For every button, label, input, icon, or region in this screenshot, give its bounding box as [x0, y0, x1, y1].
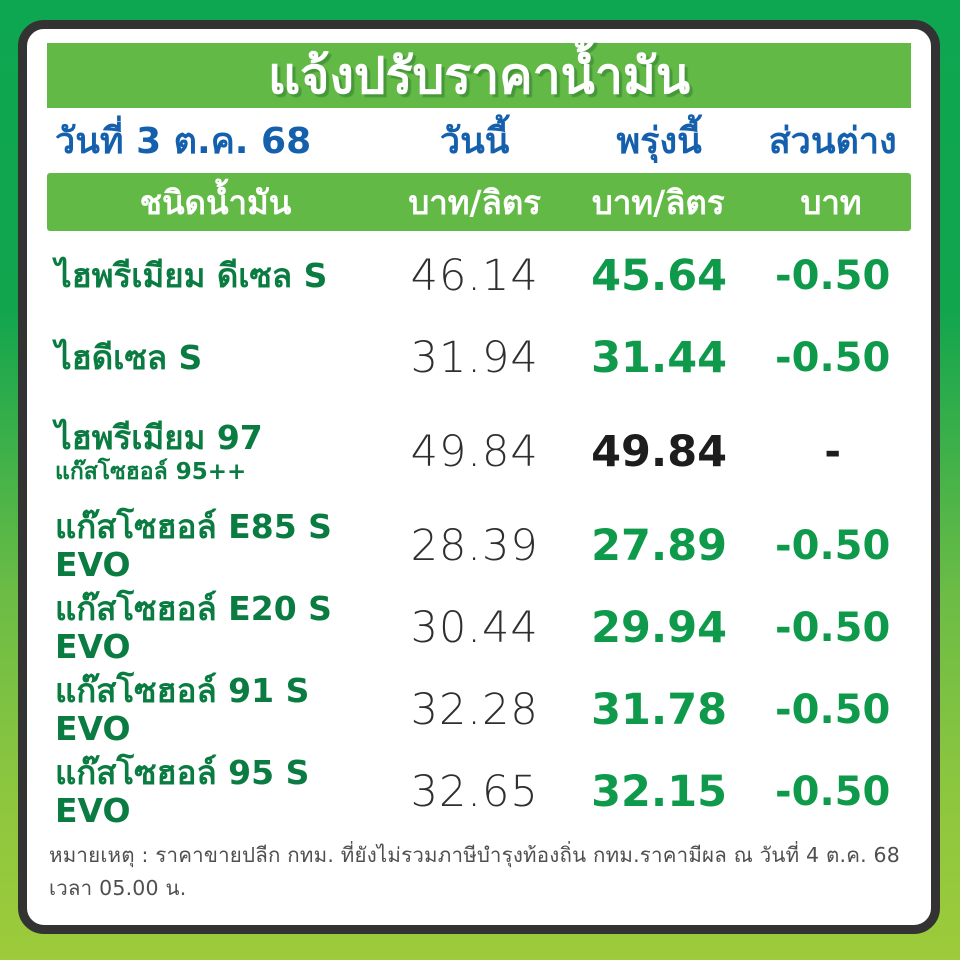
today-price: 32.65	[410, 767, 539, 817]
page-title: แจ้งปรับราคาน้ำมัน	[267, 46, 691, 105]
today-price: 49.84	[410, 427, 539, 477]
table-row: แก๊สโซฮอล์ 95 S EVO 32.65 32.15 -0.50	[45, 751, 913, 833]
tomorrow-price: 31.44	[591, 333, 728, 383]
price-difference: -0.50	[775, 769, 891, 815]
tomorrow-price: 32.15	[591, 767, 728, 817]
price-difference: -0.50	[775, 523, 891, 569]
tomorrow-price: 27.89	[591, 521, 728, 571]
diff-unit-header: บาท	[800, 182, 862, 222]
price-difference: -0.50	[775, 253, 891, 299]
today-price: 28.39	[410, 521, 539, 571]
tomorrow-unit-header: บาท/ลิตร	[591, 182, 725, 222]
table-row: ไฮพรีเมียม 97 แก๊สโซฮอล์ 95++ 49.84 49.8…	[45, 399, 913, 505]
price-difference: -	[824, 429, 841, 475]
fuel-name-sub: แก๊สโซฮอล์ 95++	[55, 458, 247, 485]
table-row: แก๊สโซฮอล์ E20 S EVO 30.44 29.94 -0.50	[45, 587, 913, 669]
fuel-name: แก๊สโซฮอล์ 91 S EVO	[55, 671, 310, 748]
difference-column-header: ส่วนต่าง	[768, 121, 897, 163]
tomorrow-price: 29.94	[591, 603, 728, 653]
table-row: แก๊สโซฮอล์ E85 S EVO 28.39 27.89 -0.50	[45, 505, 913, 587]
price-difference: -0.50	[775, 335, 891, 381]
fuel-type-header: ชนิดน้ำมัน	[139, 182, 292, 222]
fuel-name: แก๊สโซฮอล์ 95 S EVO	[55, 753, 310, 830]
today-column-header: วันนี้	[439, 121, 510, 163]
price-difference: -0.50	[775, 687, 891, 733]
price-announcement-card: แจ้งปรับราคาน้ำมัน วันที่ 3 ต.ค. 68 วันน…	[18, 20, 940, 934]
fuel-name: ไฮพรีเมียม ดีเซล S	[55, 256, 328, 296]
date-label: วันที่ 3 ต.ค. 68	[55, 121, 312, 163]
today-price: 32.28	[410, 685, 539, 735]
title-banner: แจ้งปรับราคาน้ำมัน	[47, 43, 911, 109]
fuel-name-main: ไฮพรีเมียม 97	[55, 417, 263, 457]
fuel-name: ไฮพรีเมียม 97 แก๊สโซฮอล์ 95++	[45, 417, 384, 485]
today-price: 31.94	[410, 333, 539, 383]
table-row: ไฮดีเซล S 31.94 31.44 -0.50	[45, 317, 913, 399]
table-row: ไฮพรีเมียม ดีเซล S 46.14 45.64 -0.50	[45, 235, 913, 317]
footnote: หมายเหตุ : ราคาขายปลีก กทม. ที่ยังไม่รวม…	[49, 843, 901, 900]
date-header-row: วันที่ 3 ต.ค. 68 วันนี้ พรุ่งนี้ ส่วนต่า…	[45, 108, 913, 173]
today-price: 30.44	[410, 603, 539, 653]
tomorrow-price: 45.64	[591, 251, 728, 301]
tomorrow-price: 49.84	[591, 427, 728, 477]
fuel-name: แก๊สโซฮอล์ E20 S EVO	[55, 589, 332, 666]
unit-header-row: ชนิดน้ำมัน บาท/ลิตร บาท/ลิตร บาท	[47, 173, 911, 231]
fuel-name: แก๊สโซฮอล์ E85 S EVO	[55, 507, 332, 584]
table-row: แก๊สโซฮอล์ 91 S EVO 32.28 31.78 -0.50	[45, 669, 913, 751]
today-price: 46.14	[410, 251, 539, 301]
tomorrow-price: 31.78	[591, 685, 728, 735]
fuel-name: ไฮดีเซล S	[55, 338, 203, 378]
tomorrow-column-header: พรุ่งนี้	[616, 121, 702, 163]
today-unit-header: บาท/ลิตร	[408, 182, 541, 222]
price-difference: -0.50	[775, 605, 891, 651]
price-table-body: ไฮพรีเมียม ดีเซล S 46.14 45.64 -0.50 ไฮด…	[45, 235, 913, 833]
